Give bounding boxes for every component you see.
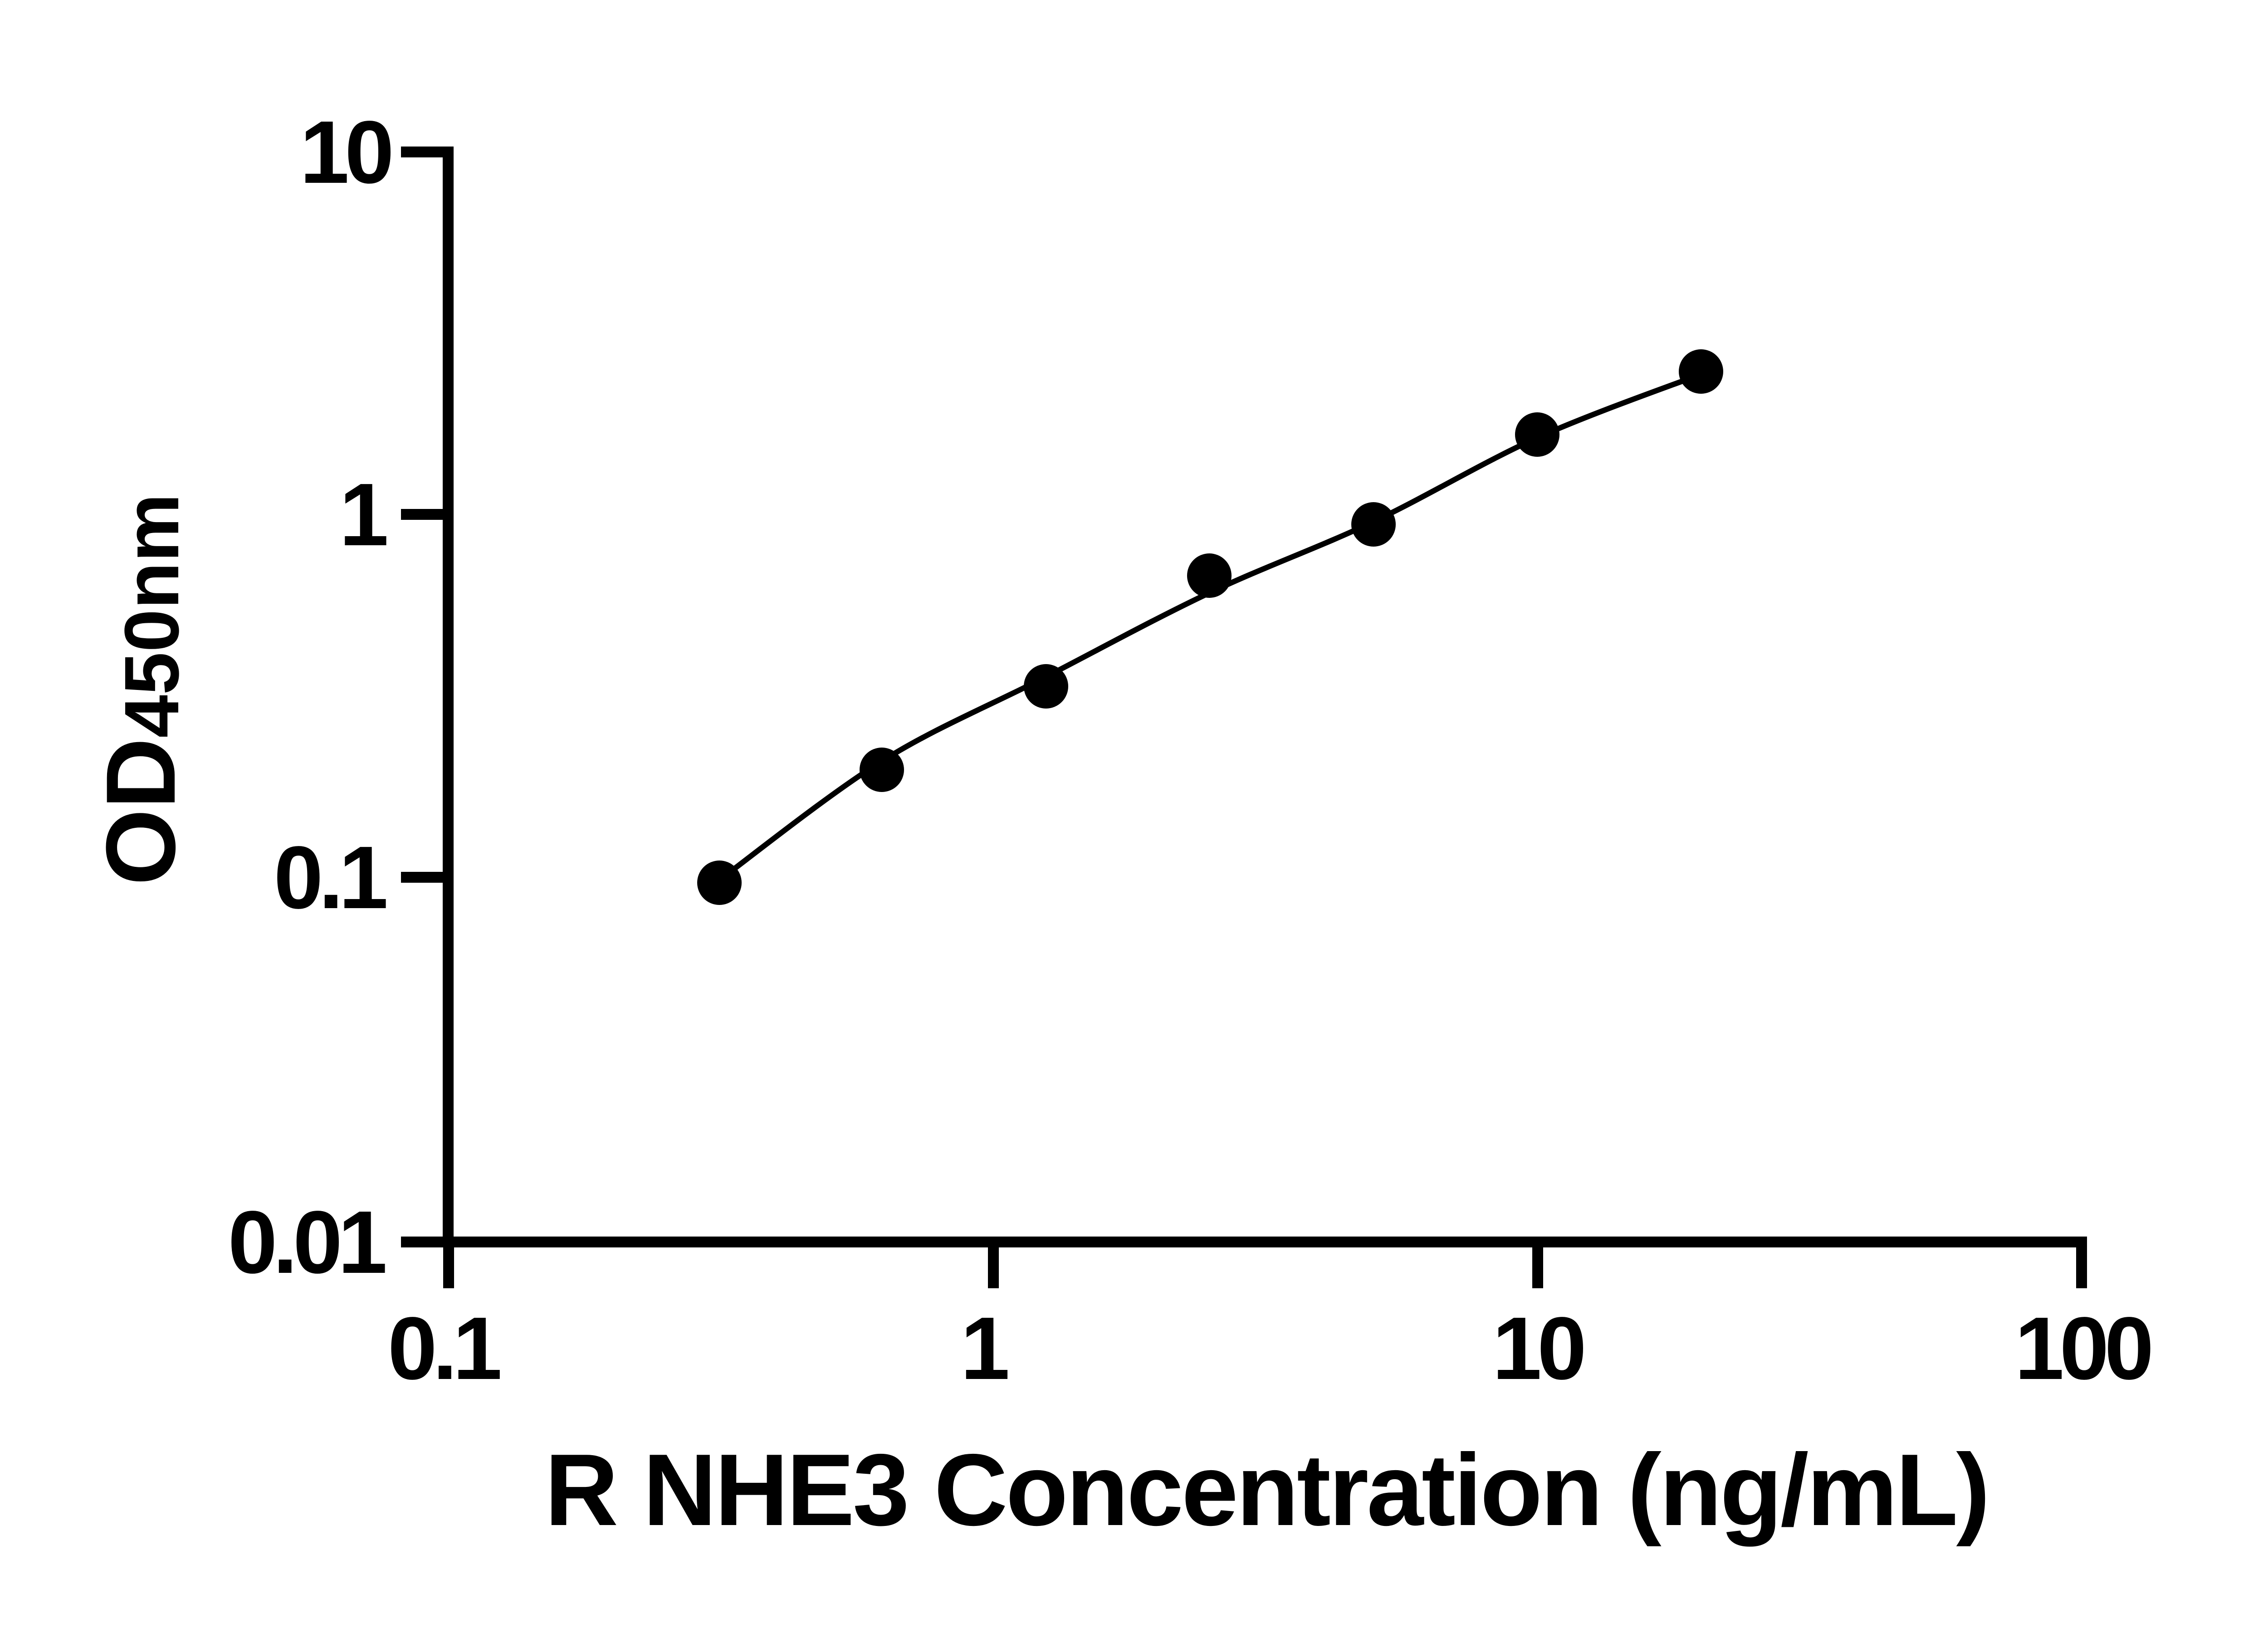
svg-text:0.01: 0.01	[228, 1193, 385, 1292]
svg-text:0.1: 0.1	[274, 828, 386, 927]
svg-text:OD450nm: OD450nm	[86, 494, 196, 885]
svg-text:1: 1	[339, 465, 389, 564]
svg-text:R NHE3 Concentration (ng/mL): R NHE3 Concentration (ng/mL)	[545, 1433, 1988, 1547]
svg-text:1: 1	[960, 1299, 1010, 1398]
svg-text:100: 100	[2014, 1299, 2150, 1398]
svg-text:10: 10	[1492, 1299, 1583, 1398]
svg-text:10: 10	[300, 103, 391, 202]
svg-text:0.1: 0.1	[388, 1299, 500, 1398]
